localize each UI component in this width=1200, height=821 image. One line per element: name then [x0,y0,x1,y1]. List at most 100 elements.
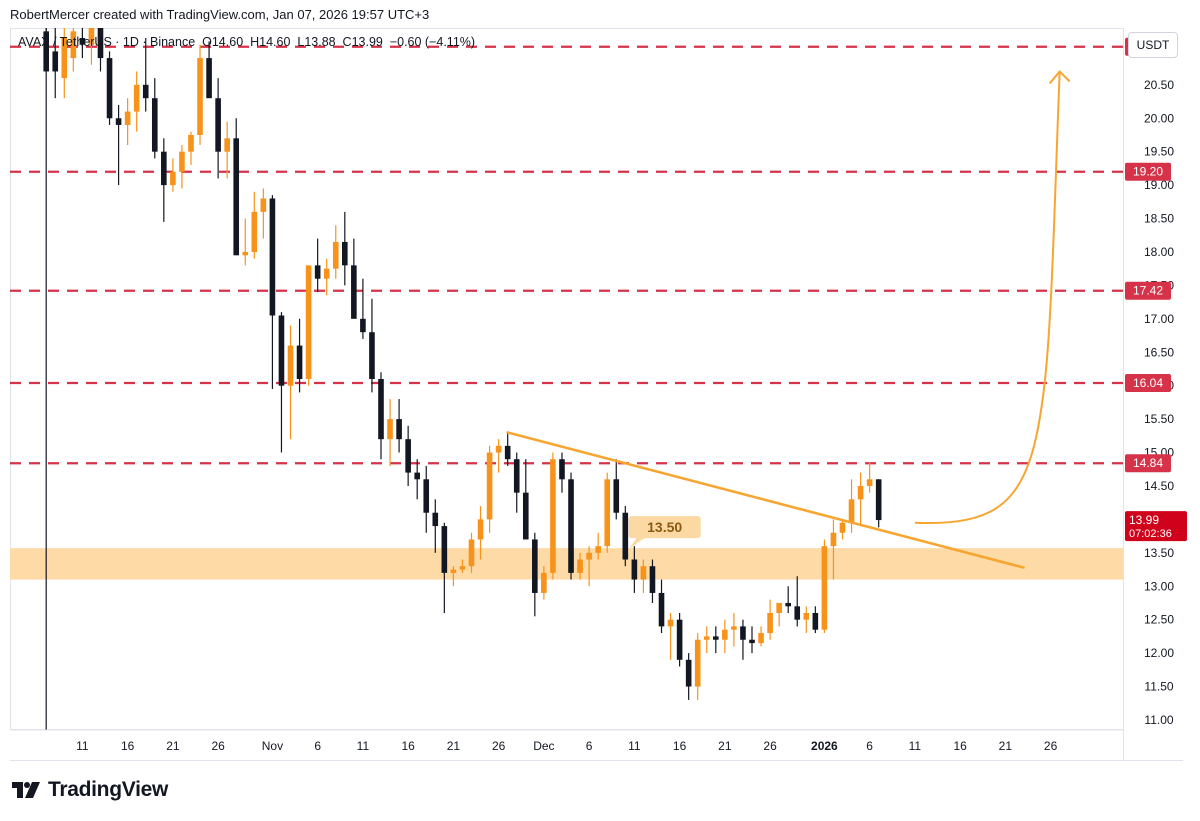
candle-body [550,459,556,573]
level-price-tag-text: 19.20 [1133,165,1163,179]
candle-body [513,459,520,493]
low-label: L [297,35,305,49]
candle-body [875,479,882,521]
candle-body [541,572,547,593]
close-label: C [342,35,352,49]
candle-body [794,606,801,620]
y-tick-label: 13.00 [1144,579,1174,593]
x-tick-label: 26 [1044,739,1058,753]
candle-body [151,98,158,152]
tradingview-logo[interactable]: TradingView [12,778,168,802]
level-price-tag [1125,374,1171,393]
y-tick-label: 18.50 [1144,212,1174,226]
currency-selector[interactable]: USDT [1128,32,1178,58]
y-tick-label: 19.50 [1144,145,1174,159]
x-tick-label: 16 [953,739,967,753]
candle-body [369,332,375,379]
candle-body [848,499,855,523]
level-price-tag-text: 14.84 [1133,456,1163,470]
level-price-tag-text: 17.42 [1133,284,1163,298]
chart-attribution: RobertMercer created with TradingView.co… [10,7,430,22]
candle-body [188,134,194,152]
x-tick-label: 21 [718,739,732,753]
x-tick-label: 21 [166,739,180,753]
candle-body [233,138,240,256]
candle-body [251,211,258,252]
candle-body [260,198,267,212]
candle-body [857,485,864,500]
candle-body [269,198,276,316]
candle-body [351,265,357,319]
candle-body [106,58,113,119]
x-tick-label: 16 [673,739,687,753]
candle-body [133,84,140,112]
candle-body [142,84,149,99]
candle-body [215,98,221,152]
symbol-name[interactable]: AVAX / TetherUS · 1D · Binance [18,35,196,49]
trendline-label-text: 13.50 [647,519,682,535]
y-tick-label: 14.50 [1144,479,1174,493]
x-tick-label: 26 [763,739,777,753]
candle-body [468,539,475,567]
candle-body [170,171,176,186]
x-tick-label: 21 [447,739,461,753]
candle-body [785,602,792,607]
candle-body [568,479,574,573]
x-tick-label: 26 [492,739,506,753]
candle-body [821,546,828,630]
candle-body [296,345,303,379]
open-value: 14.60 [211,35,244,49]
x-tick-label: 16 [401,739,415,753]
trendline-label-box [628,516,701,539]
candle-body [323,268,330,279]
y-tick-label: 20.00 [1144,111,1174,125]
candle-body [839,522,846,533]
low-value: 13.88 [304,35,336,49]
y-tick-label: 17.00 [1144,312,1174,326]
candle-body [532,539,538,593]
x-tick-label: 21 [999,739,1013,753]
price-axis-border [1123,28,1124,760]
candle-body [206,58,212,99]
candle-body [423,479,430,513]
candle-body [776,602,782,613]
y-tick-label: 18.00 [1144,245,1174,259]
candle-body [360,318,366,333]
time-axis-border [10,760,1183,761]
candle-body [749,639,755,644]
candle-body [559,459,565,480]
y-tick-label: 15.50 [1144,412,1174,426]
candle-body [722,629,728,640]
x-tick-label: 11 [357,739,370,753]
x-tick-label: 26 [211,739,225,753]
candle-body [450,569,457,573]
x-tick-label: 6 [866,739,873,753]
candle-body [477,519,484,540]
candle-body [866,479,873,486]
y-tick-label: 12.00 [1144,646,1174,660]
descending-trendline [506,431,1025,569]
candle-body [61,38,68,79]
candle-body [161,151,167,186]
x-tick-label: Nov [262,739,283,753]
close-value: 13.99 [351,35,383,49]
candle-body [504,445,511,460]
candle-body [124,111,131,125]
candle-body [685,659,692,687]
candle-body [314,265,321,279]
candle-body [622,512,629,560]
candle-body [387,419,393,440]
candle-body [414,472,421,480]
level-price-tag-text: 16.04 [1133,376,1163,390]
candle-body [79,38,86,45]
x-tick-label: 6 [314,739,321,753]
support-zone [10,548,1123,580]
candle-body [179,151,185,172]
x-tick-label: Dec [533,739,554,753]
level-price-tag [1125,162,1171,181]
candle-body [432,512,439,527]
candles-group [43,28,882,700]
open-label: O [202,35,212,49]
high-value: 14.60 [259,35,291,49]
